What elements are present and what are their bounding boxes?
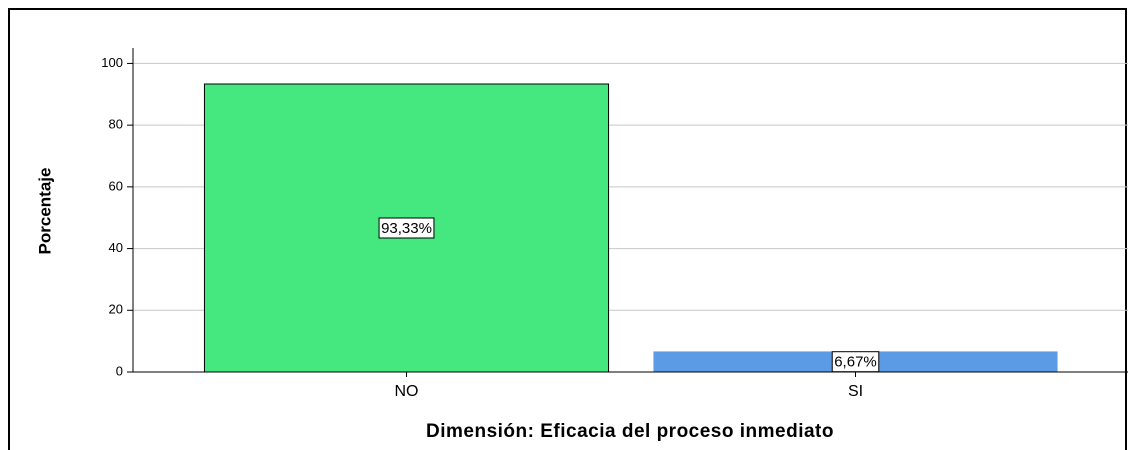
y-tick-label: 100 — [101, 55, 123, 70]
value-label: 93,33% — [381, 220, 432, 237]
y-tick-label: 40 — [109, 240, 123, 255]
x-tick-label: NO — [395, 383, 419, 400]
x-tick-label: SI — [848, 383, 863, 400]
x-axis-label: Dimensión: Eficacia del proceso inmediat… — [426, 421, 834, 442]
y-tick-label: 80 — [109, 117, 123, 132]
y-tick-label: 0 — [116, 363, 123, 378]
value-label-box — [378, 217, 435, 239]
y-tick-label: 60 — [109, 178, 123, 193]
value-label: 6,67% — [834, 354, 877, 371]
y-tick-label: 20 — [109, 302, 123, 317]
value-label-box — [831, 351, 880, 373]
y-axis-label: Porcentaje — [35, 168, 54, 255]
